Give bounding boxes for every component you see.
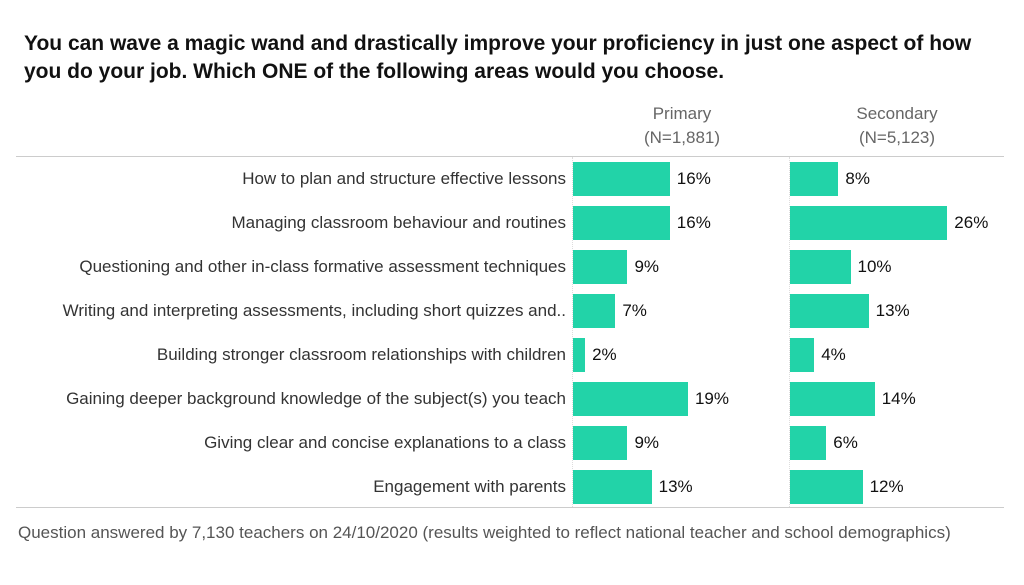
secondary-bar [790,294,869,328]
primary-value-label: 13% [658,477,693,496]
category-label: Questioning and other in-class formative… [79,257,566,276]
primary-axis [572,157,573,507]
category-label: Engagement with parents [373,477,566,496]
category-label: Building stronger classroom relationship… [156,345,566,364]
primary-bar [573,250,628,284]
bottom-divider [16,507,1004,508]
secondary-axis [789,157,790,507]
secondary-bar [790,162,839,196]
chart-title: You can wave a magic wand and drasticall… [24,32,972,83]
primary-bar [573,338,586,372]
category-label: Giving clear and concise explanations to… [204,433,566,452]
primary-value-label: 2% [592,345,617,364]
primary-bar [573,162,670,196]
primary-value-label: 16% [676,169,711,188]
secondary-bar [790,426,827,460]
secondary-value-label: 14% [881,389,916,408]
primary-bar [573,294,616,328]
secondary-value-label: 26% [954,213,989,232]
primary-bar [573,426,628,460]
primary-bar [573,206,670,240]
secondary-value-label: 12% [869,477,904,496]
secondary-bar [790,250,851,284]
primary-header: Primary (N=1,881) [582,102,782,150]
header-divider [16,156,1004,157]
secondary-label: Secondary [856,104,938,123]
primary-bar [573,382,688,416]
category-label: Writing and interpreting assessments, in… [62,301,566,320]
secondary-n: (N=5,123) [858,128,936,147]
category-label: Managing classroom behaviour and routine… [231,213,566,232]
secondary-value-label: 8% [845,169,870,188]
footnote: Question answered by 7,130 teachers on 2… [18,523,951,542]
secondary-value-label: 10% [857,257,892,276]
secondary-header: Secondary (N=5,123) [797,102,997,150]
category-label: How to plan and structure effective less… [242,169,566,188]
secondary-bar [790,338,815,372]
primary-label: Primary [652,104,712,123]
secondary-value-label: 4% [821,345,846,364]
secondary-value-label: 6% [833,433,858,452]
primary-value-label: 7% [622,301,647,320]
secondary-bar [790,382,875,416]
category-label: Gaining deeper background knowledge of t… [66,389,566,408]
primary-value-label: 9% [634,257,660,276]
primary-value-label: 19% [694,389,729,408]
secondary-bar [790,206,948,240]
secondary-value-label: 13% [875,301,910,320]
primary-value-label: 16% [676,213,711,232]
primary-value-label: 9% [634,433,660,452]
secondary-bar [790,470,863,504]
primary-n: (N=1,881) [643,128,721,147]
primary-bar [573,470,652,504]
